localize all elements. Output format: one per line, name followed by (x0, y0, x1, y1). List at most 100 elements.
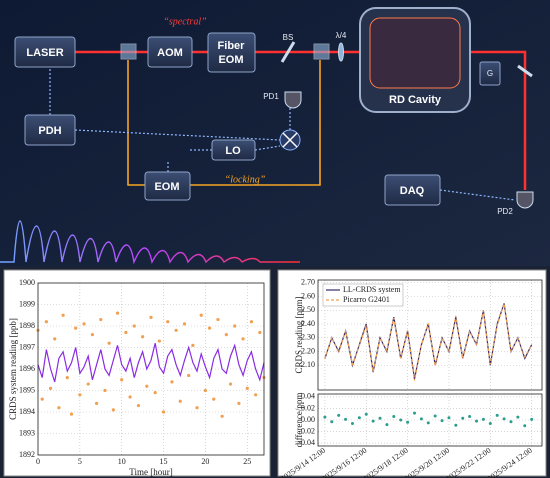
node-label: BS (283, 33, 294, 42)
y-tick-label: 1897 (19, 342, 35, 351)
optics (14, 7, 534, 209)
point (195, 406, 199, 410)
y-axis-label: CRDS system reading [ppb] (8, 318, 18, 420)
point (99, 317, 103, 322)
node-label: AOM (157, 47, 183, 59)
y-tick-label: 1898 (19, 321, 35, 330)
point (111, 408, 115, 412)
legend-label: LL-CRDS system (343, 285, 401, 294)
y-tick-label: 2.50 (301, 305, 315, 314)
node-label: RD Cavity (389, 94, 442, 106)
point (495, 413, 499, 417)
point (258, 330, 262, 335)
point (128, 395, 132, 399)
y-tick-label: 0.04 (301, 392, 315, 401)
point (161, 410, 166, 414)
point (237, 401, 241, 405)
point (136, 403, 141, 408)
point (69, 412, 74, 416)
x-tick-label: 15 (160, 457, 168, 466)
point (350, 421, 354, 425)
y-tick-label: 1895 (19, 385, 35, 394)
y-tick-label: 1899 (19, 299, 35, 308)
node-label: EOM (218, 54, 243, 66)
node-label: DAQ (400, 185, 425, 197)
y-tick-label: -0.04 (298, 438, 315, 447)
y-tick-label: 1900 (19, 278, 35, 287)
point (323, 415, 327, 419)
point (207, 326, 212, 330)
point (212, 397, 216, 401)
point (40, 397, 44, 401)
point (182, 322, 187, 326)
point (245, 386, 249, 390)
y-tick-label: 1893 (19, 428, 35, 437)
point (220, 414, 224, 418)
point (74, 326, 78, 330)
point (447, 416, 451, 420)
y-tick-label: 2.60 (301, 291, 315, 300)
point (241, 337, 245, 341)
point (170, 380, 174, 384)
decor-peaks (0, 220, 300, 265)
node-label: G (487, 69, 493, 78)
point (344, 417, 348, 421)
point (249, 320, 254, 324)
point (90, 333, 95, 337)
point (145, 384, 149, 388)
series-line (324, 303, 533, 381)
point (115, 311, 120, 315)
node-label: EOM (154, 181, 179, 193)
point (48, 386, 53, 390)
point (153, 391, 157, 395)
y-tick-label: 2.40 (301, 319, 315, 328)
point (149, 315, 153, 319)
point (78, 393, 82, 397)
point (61, 313, 65, 317)
point (107, 341, 111, 345)
point (426, 421, 430, 425)
point (433, 414, 437, 418)
node-label: LASER (26, 47, 63, 59)
point (392, 415, 396, 419)
y-tick-label: 1892 (19, 450, 35, 459)
legend-label: Picarro G2401 (343, 295, 390, 304)
point (124, 330, 128, 335)
y-tick-label: 0.02 (301, 403, 315, 412)
x-tick-label: 5 (78, 457, 82, 466)
x-tick-label: 0 (36, 457, 40, 466)
node-label: PD2 (497, 207, 513, 216)
node-label: PDH (38, 125, 61, 137)
node-label: PD1 (263, 92, 279, 101)
point (406, 420, 410, 424)
point (468, 415, 472, 419)
node-label: Fiber (218, 40, 246, 52)
point (157, 339, 161, 343)
y-tick-label: -0.02 (298, 426, 315, 435)
node-label: LO (225, 145, 241, 157)
point (502, 417, 506, 421)
point (509, 420, 513, 424)
y-tick-label: 1896 (19, 364, 35, 373)
point (254, 393, 258, 397)
annotation: “spectral” (163, 16, 207, 27)
point (330, 420, 334, 424)
point (357, 416, 361, 420)
point (228, 382, 233, 386)
point (103, 388, 107, 393)
point (224, 333, 228, 337)
y-tick-label: 0.00 (301, 415, 315, 424)
point (86, 382, 90, 386)
point (412, 411, 416, 415)
point (488, 421, 492, 425)
point (191, 343, 195, 347)
point (94, 401, 99, 405)
annotation: “locking” (225, 174, 266, 185)
point (53, 337, 57, 341)
point (454, 423, 458, 427)
point (178, 399, 182, 403)
y-tick-label: 2.10 (301, 360, 315, 369)
x-tick-label: 10 (118, 457, 126, 466)
series-line (37, 343, 265, 383)
